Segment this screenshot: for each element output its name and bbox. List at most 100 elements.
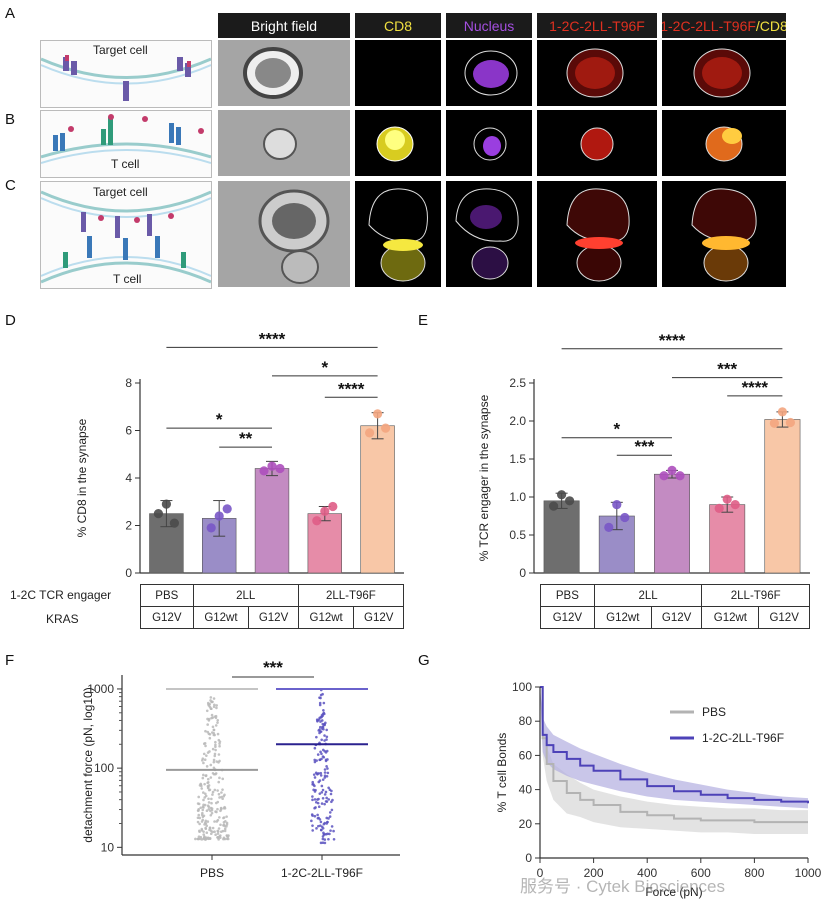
data-point [225,825,228,828]
legend-label: 1-2C-2LL-T96F [702,731,784,745]
data-point [326,771,330,775]
data-point [311,829,314,832]
data-point [324,790,328,794]
data-point [218,740,222,743]
data-point [226,836,230,839]
data-point [214,724,218,727]
data-point [216,800,220,804]
data-point [331,798,334,802]
data-point [206,777,210,781]
data-point [211,830,214,834]
data-point [365,428,375,438]
y-tick-label: 0 [125,566,132,580]
table-row: PBS 2LL 2LL-T96F [140,584,405,607]
data-point [214,745,217,749]
data-point [659,471,669,481]
data-point [328,501,338,512]
data-point [212,705,216,709]
data-point [213,820,216,823]
data-point [322,701,326,705]
y-tick-label: 10 [101,840,115,854]
data-point [322,723,326,726]
data-point [373,409,383,419]
engager-c [537,181,657,287]
y-axis-label: % T cell Bonds [495,733,509,813]
data-point [321,755,325,758]
header-nucleus: Nucleus [446,13,532,38]
bar [360,425,395,574]
data-point [218,816,221,819]
y-tick-label: 20 [519,817,533,831]
y-tick-label: 2.5 [509,376,526,390]
data-point [325,822,328,825]
data-point [197,835,201,838]
data-point [315,735,318,739]
significance-label: * [613,420,620,439]
header-merge-b: /CD8 [755,17,786,34]
data-point [321,748,325,752]
data-point [206,751,210,754]
data-point [207,805,211,809]
data-point [210,797,213,801]
data-point [327,786,330,790]
data-point [604,522,614,532]
table-cell: G12V [140,606,194,629]
data-point [319,820,323,824]
y-axis-label: detachment force (pN, log10) [81,687,95,842]
cd8-a [355,40,441,106]
data-point [209,813,213,817]
data-point [205,809,209,813]
data-point [315,827,318,830]
data-point [777,407,787,417]
header-nucleus-text: Nucleus [463,17,515,34]
data-point [207,807,211,811]
data-point [217,753,221,756]
data-point [205,824,209,828]
data-point [325,765,328,768]
data-point [201,815,205,819]
data-point [326,767,329,770]
table-cell: G12wt [192,606,250,629]
data-point [211,826,215,830]
data-point [323,793,327,796]
data-point [321,841,325,845]
table-cell: G12wt [593,606,652,629]
data-point [194,837,197,841]
data-point [218,742,221,745]
data-point [218,776,221,780]
data-point [197,802,201,806]
panel-label-d: D [5,312,16,329]
significance-label: *** [634,437,654,456]
data-point [317,780,321,784]
data-point [210,808,214,812]
t-cell-label: T cell [111,157,140,171]
data-point [313,760,317,764]
data-point [316,798,319,801]
table-cell: G12wt [701,606,760,629]
data-point [217,792,221,796]
data-point [209,763,213,767]
data-point [202,798,205,802]
data-point [216,721,219,724]
table-cell: 2LL-T96F [701,584,810,607]
data-point [323,739,326,742]
data-point [214,748,217,752]
data-point [714,503,724,513]
data-point [313,806,316,810]
data-point [321,714,324,718]
data-point [204,744,207,748]
data-point [315,759,318,762]
x-tick-label: 800 [744,866,764,880]
data-point [323,771,327,774]
data-point [620,512,630,523]
nucleus-b [446,110,532,176]
data-point [221,797,224,801]
data-point [212,733,216,737]
y-tick-label: 8 [125,376,132,390]
y-tick-label: 80 [519,714,533,728]
data-point [325,774,329,778]
data-point [219,830,223,833]
data-point [209,696,213,699]
data-point [328,811,332,814]
x-tick-label: PBS [200,866,224,880]
